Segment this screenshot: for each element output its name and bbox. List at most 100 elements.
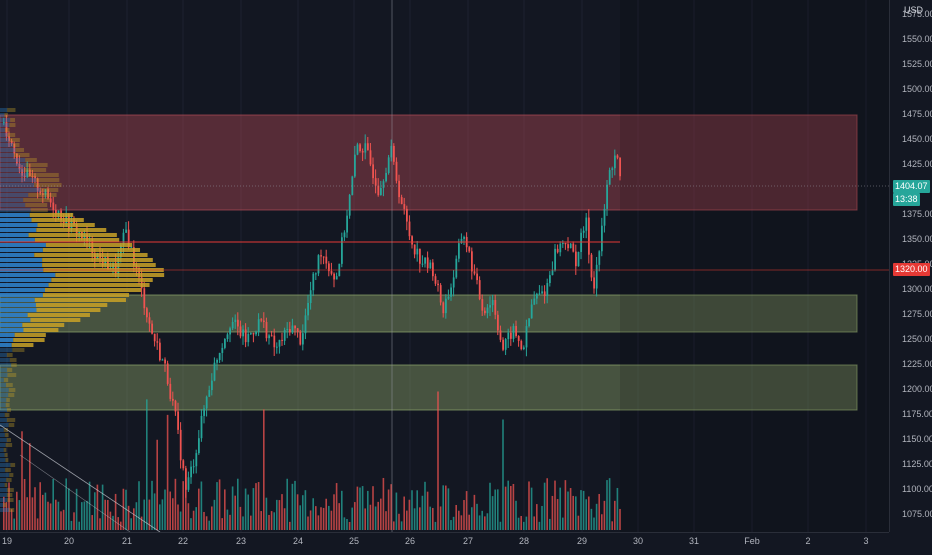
candle-body [335,276,338,280]
volume-profile-bar-sell [27,173,59,177]
time-axis[interactable]: 19 20 21 22 23 24 25 26 27 28 29 30 31 Feb 2 3 [0,532,889,551]
currency-label: USD [904,5,924,15]
volume-profile-bar-buy [0,133,8,137]
candle-body [23,175,26,177]
volume-bar [408,499,411,530]
time-tick: 27 [462,536,474,546]
volume-bar [322,507,325,530]
volume-profile-bar-buy [0,243,46,247]
volume-bar [616,487,619,530]
volume-bar [507,480,509,530]
volume-profile-bar-buy [0,423,9,427]
volume-bar [3,496,5,530]
candle-body [364,143,367,153]
candle-body [562,242,564,244]
candle-body [543,291,546,297]
candle-body [130,247,133,249]
volume-bar [395,492,398,530]
level-value: 1320.00 [895,264,928,274]
volume-bar [185,484,187,530]
volume-bar [348,521,351,530]
volume-bar [200,481,203,530]
volume-profile-bar-sell [34,253,148,257]
volume-bar [434,521,437,530]
volume-bar [252,488,255,530]
candle-body [533,298,536,305]
volume-bar [554,480,556,530]
candle-body [494,300,497,315]
volume-profile-bar-buy [0,188,41,192]
candle-body [179,429,182,461]
volume-bar [598,493,600,530]
volume-bar [205,516,208,530]
candle-body [481,299,484,311]
volume-bar [504,486,507,530]
volume-bar [452,516,455,530]
volume-profile-bar-buy [0,388,9,392]
candle-body [164,359,166,364]
volume-profile-bar-sell [6,478,12,482]
trendline-1 [0,424,161,533]
volume-bar [208,520,210,530]
candle-body [13,143,16,154]
volume-bar [164,489,166,530]
candle-body [458,243,460,259]
candle-body [608,170,611,185]
volume-bar [619,508,621,530]
volume-profile-bar-sell [7,108,16,112]
volume-bar [512,483,515,530]
volume-bar [356,486,359,530]
volume-profile-bar-buy [0,453,5,457]
candle-body [382,181,385,188]
volume-profile-bar-buy [0,238,35,242]
price-tick: 1250.00 [902,334,932,344]
candle-body [125,229,127,233]
volume-profile-bar-sell [51,278,153,282]
volume-bar [325,498,327,530]
volume-bar [44,492,47,530]
volume-bar [47,501,49,530]
volume-profile-bar-sell [10,463,16,467]
candle-body [143,288,146,309]
volume-profile-bar-buy [0,248,43,252]
volume-bar [138,481,140,530]
volume-bar [437,391,439,530]
volume-profile-bar-buy [0,478,7,482]
volume-profile-bar-buy [0,353,7,357]
volume-bar [432,507,434,530]
candle-body [564,242,567,245]
volume-bar [182,481,184,530]
volume-bar [198,488,200,530]
last-price-value: 1404.07 [895,181,928,191]
volume-bar [499,521,502,530]
volume-bar [426,491,429,530]
candle-body [195,453,198,467]
candle-body [174,400,177,412]
candle-body [265,321,268,339]
volume-bar [57,501,60,530]
candle-body [182,460,185,469]
volume-bar [317,515,320,530]
volume-profile-bar-sell [5,468,11,472]
candle-body [5,122,8,137]
candle-body [434,276,437,284]
volume-bar [416,490,418,530]
candle-body [213,362,216,381]
volume-profile-bar-sell [10,118,16,122]
volume-bar [304,490,307,530]
volume-profile-bar-sell [42,248,141,252]
volume-bar [177,504,179,530]
volume-bar [403,496,405,530]
volume-bar [166,414,169,530]
volume-bar [447,488,450,530]
volume-bar [68,488,70,530]
volume-bar [494,489,496,530]
volume-profile-bar-buy [0,203,26,207]
volume-bar [497,489,499,530]
volume-profile-bar-buy [0,183,35,187]
candle-body [484,310,486,314]
time-tick: 31 [688,536,700,546]
candle-body [234,319,237,323]
